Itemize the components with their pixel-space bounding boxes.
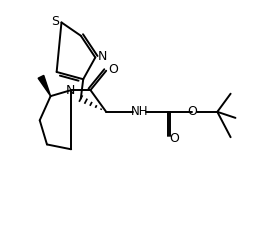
Text: N: N: [66, 84, 75, 97]
Text: O: O: [108, 63, 118, 76]
Polygon shape: [38, 75, 51, 96]
Text: S: S: [52, 15, 59, 28]
Text: N: N: [97, 50, 107, 63]
Text: O: O: [169, 132, 179, 145]
Text: NH: NH: [131, 105, 149, 118]
Text: O: O: [187, 105, 197, 118]
